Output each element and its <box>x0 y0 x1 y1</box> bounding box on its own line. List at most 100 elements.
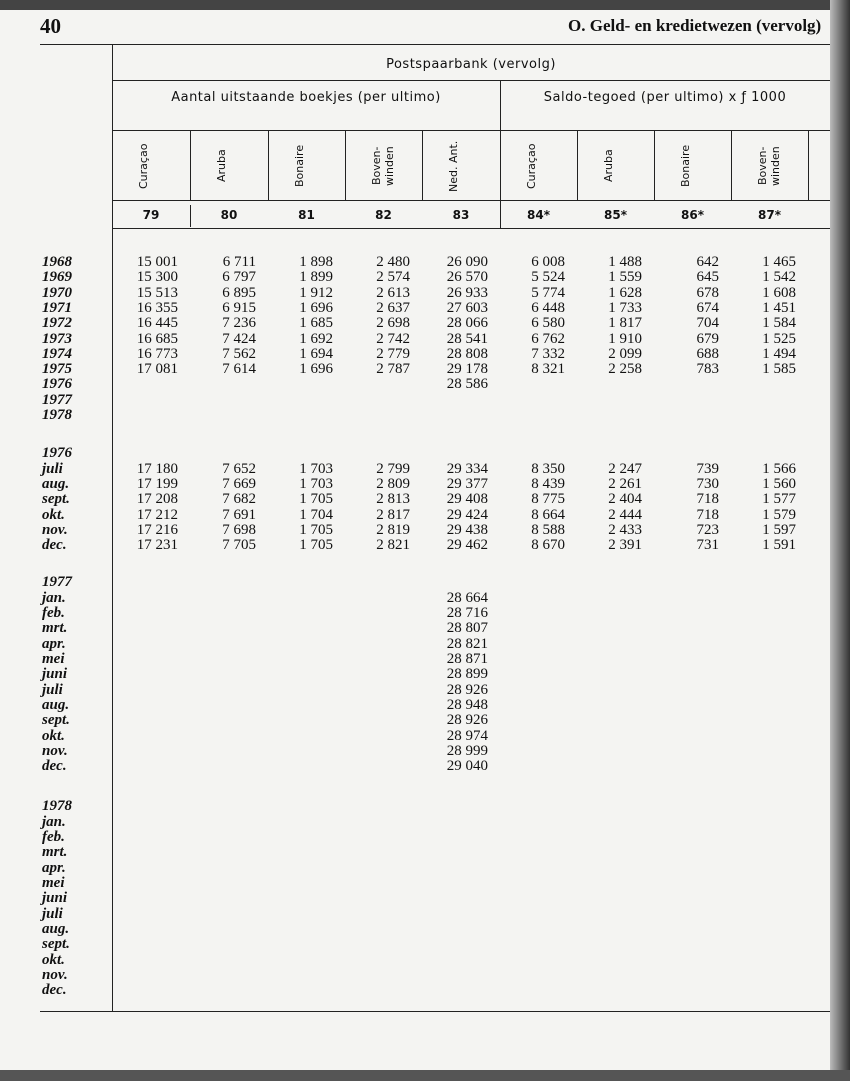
rule <box>731 130 732 200</box>
table-cell: 6 711 <box>222 254 256 270</box>
table-cell: 1 494 <box>762 345 796 362</box>
table-cell: 6 448 <box>531 299 565 316</box>
rule <box>190 205 191 227</box>
table-cell: 2 480 <box>376 254 410 270</box>
table-title: Postspaarbank (vervolg) <box>386 57 556 72</box>
row-label: 1971 <box>42 299 72 316</box>
section-heading: 1976 <box>42 445 72 461</box>
table-cell: 28 821 <box>446 635 488 652</box>
page-number: 40 <box>40 14 61 38</box>
table-cell: 1 465 <box>762 254 796 270</box>
table-cell: 8 588 <box>531 522 565 538</box>
table-cell: 7 705 <box>222 537 256 554</box>
table-cell: 7 424 <box>222 330 256 347</box>
rule <box>422 130 423 200</box>
table-cell: 2 574 <box>376 269 410 286</box>
column-code: 85* <box>604 208 627 222</box>
column-name: Boven-winden <box>755 146 782 186</box>
table-cell: 1 696 <box>299 299 333 316</box>
column-name: Aruba <box>601 149 615 183</box>
table-cell: 730 <box>696 476 720 493</box>
table-cell: 8 664 <box>531 506 565 523</box>
table-cell: 15 001 <box>136 254 178 270</box>
table-cell: 29 408 <box>446 491 488 508</box>
table-cell: 1 910 <box>608 330 642 347</box>
row-label: nov. <box>42 742 68 759</box>
table-cell: 7 691 <box>222 506 256 523</box>
row-label: 1977 <box>42 391 72 408</box>
table-cell: 29 334 <box>446 460 488 477</box>
table-cell: 29 462 <box>446 537 488 554</box>
table-cell: 29 178 <box>446 361 488 378</box>
table-cell: 1 912 <box>299 284 333 301</box>
table-cell: 739 <box>696 460 720 477</box>
table-cell: 28 807 <box>446 620 488 637</box>
rule <box>40 44 830 45</box>
table-cell: 704 <box>696 315 720 332</box>
column-code: 87* <box>758 208 781 222</box>
table-cell: 7 669 <box>222 476 256 493</box>
table-cell: 29 438 <box>446 522 488 538</box>
column-code: 79 <box>142 208 160 222</box>
table-cell: 7 614 <box>222 361 256 378</box>
table-cell: 8 350 <box>531 460 565 477</box>
table-cell: 29 040 <box>446 758 488 775</box>
row-label: juni <box>42 890 68 907</box>
table-cell: 8 670 <box>531 537 565 554</box>
table-cell: 1 692 <box>299 330 333 347</box>
row-label: jan. <box>42 813 66 830</box>
row-label: sept. <box>42 491 70 508</box>
table-cell: 7 236 <box>222 315 256 332</box>
table-cell: 2 247 <box>608 460 642 477</box>
rule <box>190 130 191 200</box>
table-cell: 1 597 <box>762 522 796 538</box>
table-cell: 28 899 <box>446 666 488 683</box>
row-label: okt. <box>42 506 65 523</box>
row-label: aug. <box>42 920 70 937</box>
table-cell: 1 542 <box>762 269 796 286</box>
rule <box>112 228 830 229</box>
table-cell: 17 208 <box>136 491 178 508</box>
row-label: jan. <box>42 589 66 606</box>
row-label: juli <box>42 905 63 922</box>
table-cell: 1 705 <box>299 491 333 508</box>
table-cell: 16 445 <box>136 315 178 332</box>
table-cell: 1 817 <box>608 315 642 332</box>
section-heading: 1977 <box>42 574 72 590</box>
table-cell: 1 704 <box>299 506 333 523</box>
rule <box>268 130 269 200</box>
table-cell: 718 <box>696 491 720 508</box>
table-cell: 28 871 <box>446 651 488 667</box>
row-label: 1970 <box>42 284 72 301</box>
table-cell: 6 008 <box>531 254 565 270</box>
table-cell: 1 488 <box>608 254 642 270</box>
table-cell: 1 608 <box>762 284 796 301</box>
table-cell: 16 685 <box>136 330 178 347</box>
table-cell: 29 377 <box>446 476 488 493</box>
table-cell: 16 773 <box>136 345 178 362</box>
rule <box>40 1011 830 1012</box>
table-cell: 1 591 <box>762 537 796 554</box>
table-cell: 2 821 <box>376 537 410 554</box>
column-name: Curaçao <box>137 143 150 189</box>
table-cell: 6 797 <box>222 269 256 286</box>
row-label: 1974 <box>42 345 72 362</box>
column-code: 84* <box>527 208 550 222</box>
row-label: juli <box>42 681 63 698</box>
table-cell: 678 <box>696 284 720 301</box>
row-label: 1973 <box>42 330 72 347</box>
table-cell: 642 <box>696 254 720 270</box>
table-cell: 17 212 <box>136 506 178 523</box>
table-cell: 1 451 <box>762 299 796 316</box>
table-cell: 2 799 <box>376 460 410 477</box>
table-cell: 28 974 <box>446 727 488 744</box>
row-label: mrt. <box>42 620 68 637</box>
column-name: Bonaire <box>292 144 306 188</box>
table-cell: 1 585 <box>762 361 796 378</box>
table-cell: 2 819 <box>376 522 410 538</box>
table-cell: 2 261 <box>608 476 642 493</box>
table-cell: 28 541 <box>446 330 488 347</box>
table-cell: 5 524 <box>531 269 565 286</box>
column-code: 80 <box>220 208 238 222</box>
rule <box>808 130 809 200</box>
